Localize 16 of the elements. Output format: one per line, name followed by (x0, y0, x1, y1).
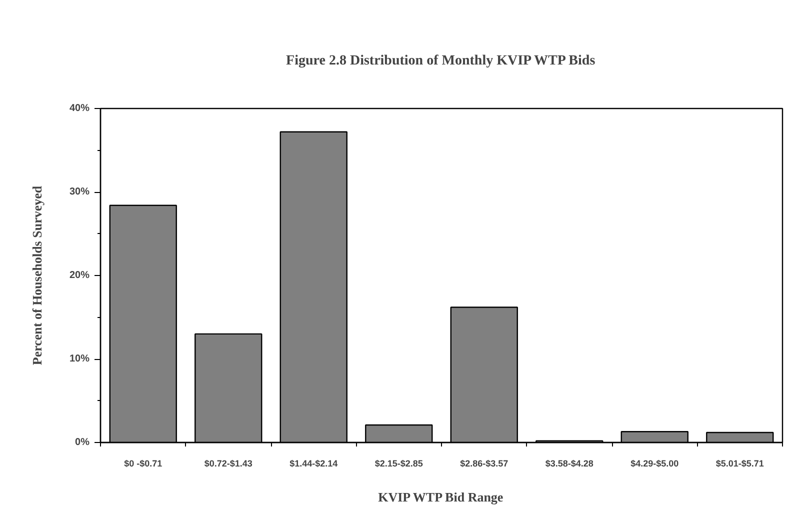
x-tick-label: $2.86-$3.57 (460, 458, 508, 468)
x-tick-label: $5.01-$5.71 (716, 458, 764, 468)
y-tick-label: 10% (69, 354, 90, 364)
y-tick-label: 40% (69, 103, 90, 114)
x-tick-label: $4.29-$5.00 (630, 458, 679, 468)
x-tick-label: $1.44-$2.14 (290, 458, 338, 468)
x-tick-label: $0 -$0.71 (124, 458, 162, 468)
x-tick-label: $0.72-$1.43 (204, 458, 252, 468)
y-tick-label: 30% (69, 186, 90, 198)
x-tick-label: $2.15-$2.85 (374, 458, 423, 468)
chart-title: Figure 2.8 Distribution of Monthly KVIP WTP Bids (286, 54, 596, 68)
x-axis-title: KVIP WTP Bid Range (378, 490, 504, 504)
y-axis-title: Percent of Households Surveyed (29, 185, 44, 366)
y-tick-label: 0% (75, 437, 90, 448)
y-tick-label: 20% (69, 270, 90, 281)
x-tick-label: $3.58-$4.28 (545, 458, 594, 468)
